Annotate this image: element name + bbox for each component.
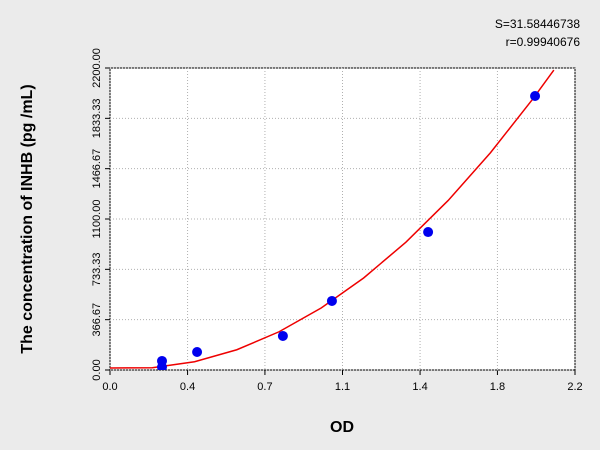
annotation: S=31.58446738 (495, 17, 580, 31)
data-point (326, 295, 337, 306)
annotation: r=0.99940676 (506, 35, 581, 49)
x-tick-label: 1.4 (412, 381, 427, 393)
y-tick-label: 2200.00 (91, 48, 103, 88)
y-tick-label: 1833.33 (91, 98, 103, 138)
fit-curve (110, 69, 555, 369)
x-tick-label: 1.8 (490, 381, 505, 393)
x-tick-label: 0.7 (257, 381, 272, 393)
x-tick-label: 2.2 (567, 381, 582, 393)
y-tick-label: 366.67 (91, 303, 103, 337)
y-tick-label: 1100.00 (91, 200, 103, 239)
data-point (156, 361, 167, 370)
x-tick-label: 0.0 (102, 381, 117, 393)
y-axis-label: The concentration of INHB (pg /mL) (19, 84, 36, 353)
data-point (277, 330, 288, 341)
y-tick-label: 1466.67 (91, 149, 103, 189)
x-tick-label: 0.4 (180, 381, 195, 393)
x-axis-label: OD (330, 419, 354, 436)
x-tick-label: 1.1 (335, 381, 350, 393)
data-point (423, 227, 434, 238)
y-tick-label: 0.00 (91, 359, 103, 380)
data-point (192, 347, 203, 358)
data-point (530, 91, 541, 102)
plot-content (110, 69, 555, 370)
y-tick-label: 733.33 (91, 253, 103, 287)
